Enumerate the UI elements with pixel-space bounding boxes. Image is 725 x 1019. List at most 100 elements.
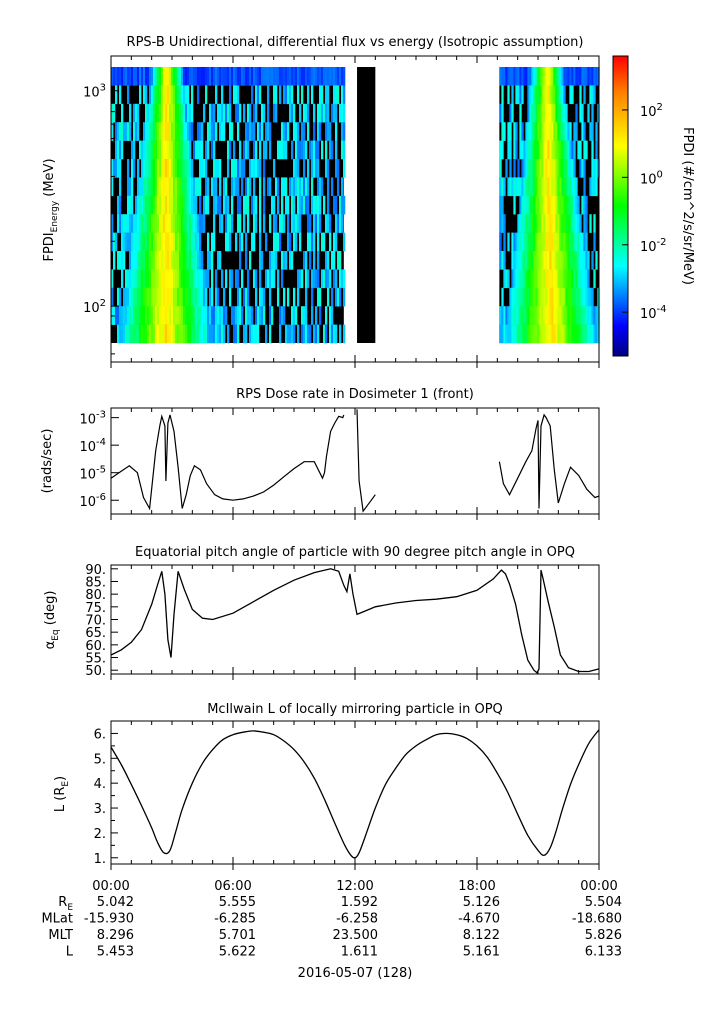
spectrogram-cell — [575, 306, 578, 325]
spectrogram-cell — [315, 306, 318, 325]
spectrogram-cell — [163, 177, 166, 197]
spectrogram-cell — [545, 85, 548, 105]
spectrogram-cell — [147, 177, 150, 197]
spectrogram-cell — [335, 195, 338, 215]
spectrogram-cell — [241, 177, 244, 197]
spectrogram-cell — [177, 85, 180, 105]
spectrogram-cell — [167, 269, 170, 289]
spectrogram-cell — [141, 159, 144, 178]
spectrogram-cell — [283, 85, 286, 105]
spectrogram-cell — [307, 67, 310, 86]
spectrogram-cell — [155, 85, 158, 105]
spectrogram-cell — [185, 269, 188, 289]
spectrogram-cell — [237, 67, 240, 86]
spectrogram-cell — [159, 269, 162, 289]
spectrogram-cell — [551, 269, 554, 289]
spectrogram-cell — [173, 269, 176, 289]
spectrogram-cell — [259, 177, 262, 197]
spectrogram-cell — [159, 159, 162, 178]
spectrogram-cell — [301, 324, 304, 344]
spectrogram-cell — [225, 103, 228, 123]
spectrogram-cell — [229, 287, 232, 307]
spectrogram-cell — [343, 140, 346, 160]
spectrogram-cell — [501, 287, 504, 307]
spectrogram-cell — [153, 122, 156, 141]
spectrogram-cell — [207, 195, 210, 215]
spectrogram-cell — [119, 140, 122, 160]
spectrogram-cell — [579, 85, 582, 105]
spectrogram-cell — [255, 140, 258, 160]
spectrogram-cell — [541, 269, 544, 289]
spectrogram-cell — [289, 324, 292, 344]
spectrogram-cell — [303, 324, 306, 344]
spectrogram-cell — [321, 85, 324, 105]
spectrogram-cell — [171, 269, 174, 289]
spectrogram-image — [111, 67, 600, 344]
spectrogram-cell — [131, 140, 134, 160]
spectrogram-cell — [501, 251, 504, 270]
spectrogram-cell — [293, 67, 296, 86]
spectrogram-cell — [167, 251, 170, 270]
spectrogram-cell — [297, 214, 300, 233]
ephemeris-value: 1.592 — [341, 895, 378, 910]
spectrogram-cell — [567, 287, 570, 307]
spectrogram-cell — [163, 85, 166, 105]
spectrogram-cell — [115, 306, 118, 325]
spectrogram-cell — [259, 140, 262, 160]
spectrogram-cell — [259, 214, 262, 233]
spectrogram-cell — [209, 122, 212, 141]
spectrogram-cell — [161, 159, 164, 178]
spectrogram-cell — [135, 269, 138, 289]
spectrogram-cell — [187, 67, 190, 86]
spectrogram-cell — [151, 85, 154, 105]
spectrogram-cell — [283, 67, 286, 86]
spectrogram-cell — [279, 140, 282, 160]
spectrogram-cell — [501, 306, 504, 325]
spectrogram-cell — [127, 85, 130, 105]
spectrogram-cell — [201, 122, 204, 141]
spectrogram-cell — [229, 103, 232, 123]
spectrogram-cell — [153, 159, 156, 178]
spectrogram-cell — [327, 251, 330, 270]
spectrogram-cell — [181, 195, 184, 215]
spectrogram-cell — [195, 214, 198, 233]
spectrogram-cell — [307, 324, 310, 344]
spectrogram-cell — [121, 306, 124, 325]
spectrogram-cell — [213, 324, 216, 344]
spectrogram-cell — [279, 306, 282, 325]
spectrogram-cell — [157, 195, 160, 215]
spectrogram-cell — [557, 232, 560, 252]
spectrogram-cell — [235, 324, 238, 344]
spectrogram-cell — [219, 306, 222, 325]
spectrogram-cell — [339, 67, 342, 86]
spectrogram-cell — [527, 232, 530, 252]
spectrogram-cell — [161, 140, 164, 160]
spectrogram-cell — [207, 177, 210, 197]
dose-y-ticks: 10-310-410-510-6 — [79, 410, 119, 510]
spectrogram-cell — [179, 140, 182, 160]
spectrogram-cell — [505, 67, 508, 86]
spectrogram-y-tick-label-exp: 2 — [100, 298, 106, 309]
spectrogram-cell — [301, 177, 304, 197]
spectrogram-cell — [175, 67, 178, 86]
spectrogram-cell — [277, 287, 280, 307]
spectrogram-cell — [563, 140, 566, 160]
spectrogram-cell — [577, 324, 580, 344]
spectrogram-cell — [167, 85, 170, 105]
spectrogram-cell — [237, 287, 240, 307]
spectrogram-cell — [523, 232, 526, 252]
spectrogram-cell — [219, 251, 222, 270]
spectrogram-cell — [203, 269, 206, 289]
spectrogram-cell — [535, 232, 538, 252]
spectrogram-cell — [259, 159, 262, 178]
spectrogram-cell — [151, 306, 154, 325]
spectrogram-cell — [535, 214, 538, 233]
spectrogram-cell — [591, 85, 594, 105]
spectrogram-cell — [285, 251, 288, 270]
time-tick-label: 12:00 — [336, 879, 373, 894]
pitch-panel: Equatorial pitch angle of particle with … — [43, 545, 600, 680]
spectrogram-cell — [329, 269, 332, 289]
spectrogram-cell — [545, 251, 548, 270]
